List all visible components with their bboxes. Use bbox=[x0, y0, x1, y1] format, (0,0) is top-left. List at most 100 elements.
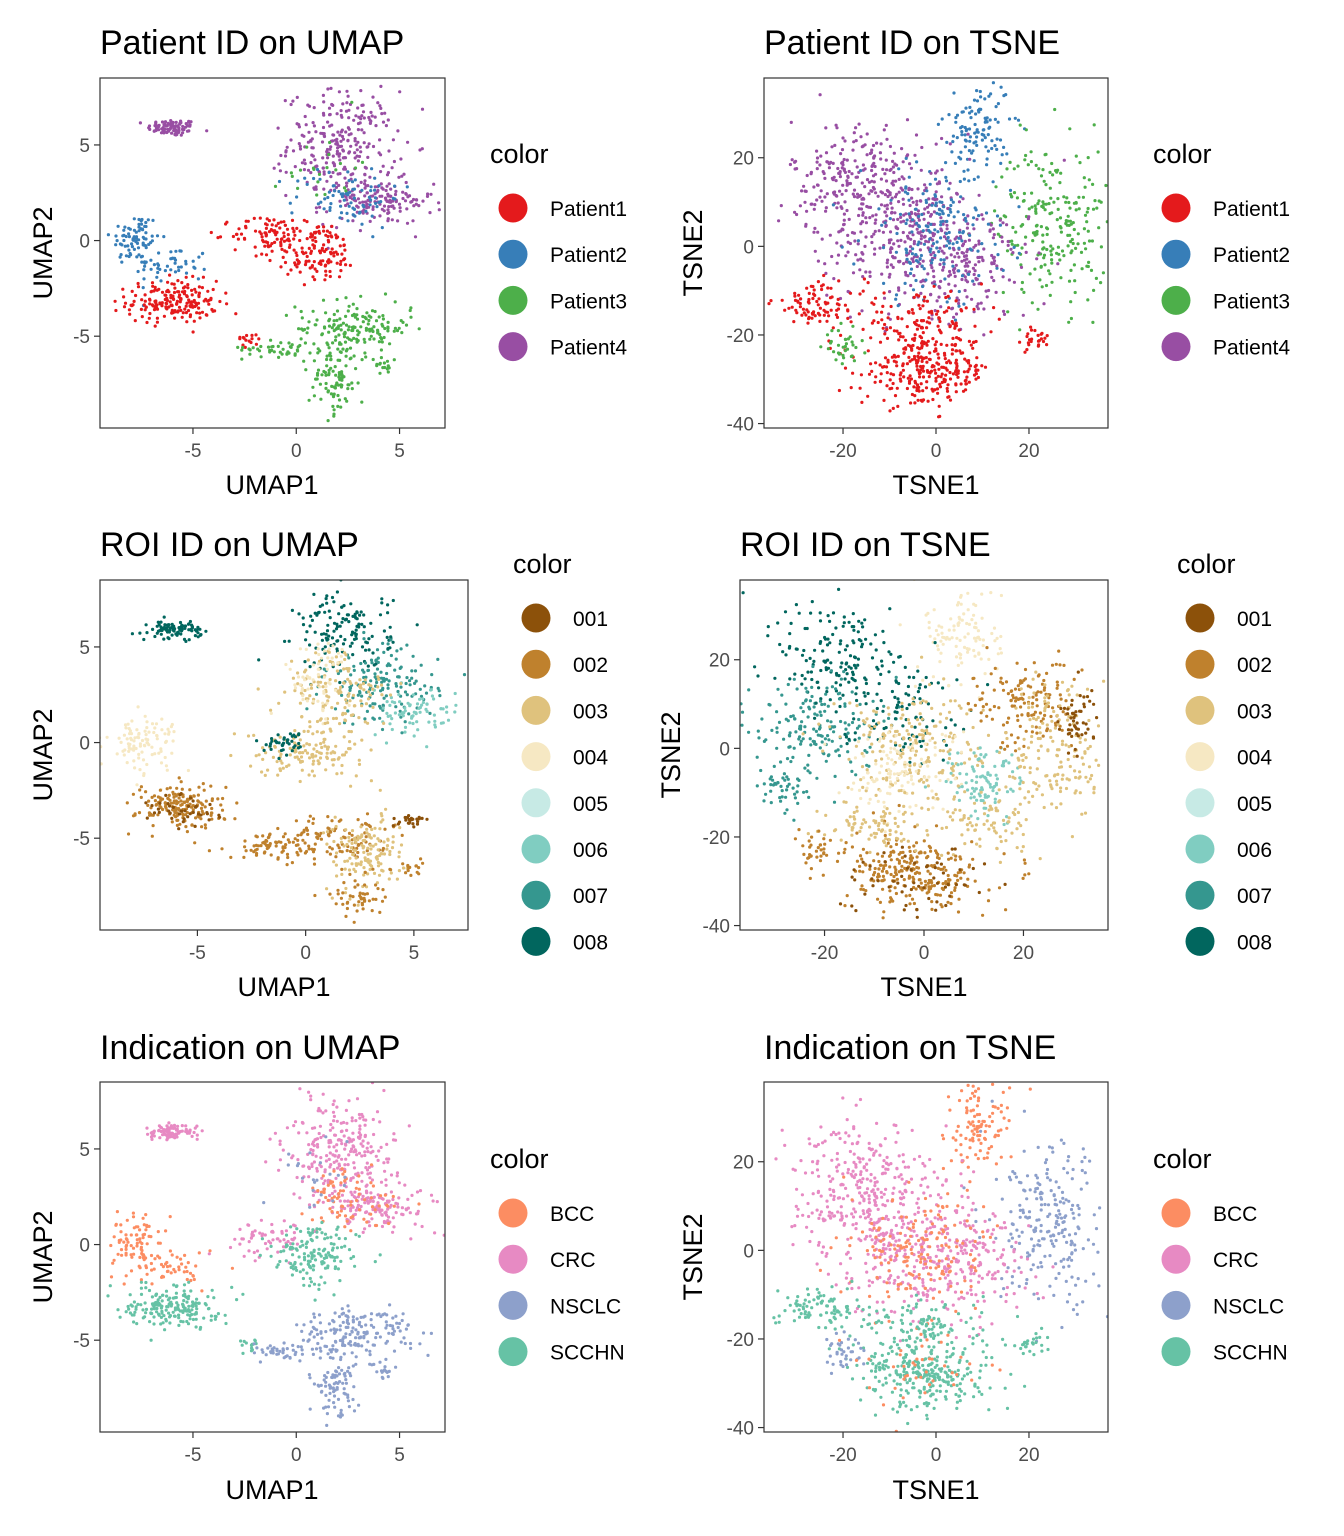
data-point bbox=[378, 716, 382, 720]
data-point bbox=[964, 106, 968, 110]
data-point bbox=[363, 351, 367, 355]
data-point bbox=[972, 159, 976, 163]
data-point bbox=[303, 678, 307, 682]
data-point bbox=[415, 817, 419, 821]
data-point bbox=[242, 855, 246, 860]
data-point bbox=[418, 148, 422, 152]
data-point bbox=[927, 203, 932, 207]
data-point bbox=[197, 291, 201, 295]
data-point bbox=[824, 271, 828, 275]
data-point bbox=[881, 304, 885, 308]
data-point bbox=[326, 156, 330, 160]
data-point bbox=[297, 125, 301, 129]
data-point bbox=[302, 158, 306, 162]
data-point bbox=[903, 291, 907, 295]
data-point bbox=[377, 315, 381, 319]
data-point bbox=[279, 341, 283, 345]
data-point bbox=[825, 192, 829, 196]
data-point bbox=[850, 172, 854, 176]
data-point bbox=[1017, 205, 1021, 209]
data-point bbox=[171, 625, 175, 629]
data-point bbox=[202, 788, 206, 792]
data-point bbox=[826, 286, 830, 290]
data-point bbox=[369, 748, 373, 752]
data-point bbox=[369, 119, 373, 123]
data-point bbox=[877, 207, 881, 211]
data-point bbox=[946, 294, 950, 298]
data-point bbox=[875, 141, 879, 145]
data-point bbox=[902, 177, 906, 181]
data-point bbox=[347, 656, 351, 660]
data-point bbox=[408, 721, 412, 725]
data-point bbox=[958, 656, 963, 660]
data-point bbox=[976, 629, 981, 633]
data-point bbox=[403, 706, 407, 710]
data-point bbox=[150, 753, 154, 757]
data-point bbox=[836, 166, 840, 171]
data-point bbox=[935, 240, 939, 244]
data-point bbox=[989, 92, 993, 96]
data-point bbox=[1121, 258, 1124, 261]
data-point bbox=[1007, 278, 1012, 282]
data-point bbox=[336, 892, 340, 896]
data-point bbox=[266, 345, 271, 349]
data-point bbox=[841, 345, 845, 349]
data-point bbox=[268, 258, 272, 263]
data-point bbox=[982, 247, 986, 251]
data-point bbox=[386, 686, 390, 690]
data-point bbox=[297, 142, 301, 146]
data-point bbox=[384, 124, 388, 128]
x-tick-label: 5 bbox=[394, 441, 405, 462]
data-point bbox=[187, 622, 191, 626]
data-point bbox=[308, 665, 312, 669]
data-point bbox=[406, 195, 410, 199]
data-point bbox=[130, 632, 134, 636]
data-point bbox=[1001, 275, 1005, 279]
legend-key bbox=[521, 695, 551, 725]
data-point bbox=[868, 274, 872, 278]
data-point bbox=[357, 900, 361, 904]
data-point bbox=[909, 377, 914, 381]
data-point bbox=[905, 118, 910, 122]
data-point bbox=[935, 312, 939, 316]
data-point bbox=[954, 382, 958, 386]
data-point bbox=[291, 840, 295, 844]
data-point bbox=[324, 684, 328, 689]
data-point bbox=[371, 651, 375, 655]
data-point bbox=[968, 105, 972, 109]
data-point bbox=[944, 179, 949, 183]
data-point bbox=[1043, 208, 1047, 212]
data-point bbox=[824, 209, 828, 213]
cluster-Patient1 bbox=[767, 273, 879, 330]
data-point bbox=[153, 288, 157, 292]
data-point bbox=[163, 732, 167, 736]
data-point bbox=[209, 784, 213, 788]
data-point bbox=[1077, 195, 1081, 199]
data-point bbox=[1025, 348, 1029, 352]
data-point bbox=[334, 185, 339, 189]
data-point bbox=[408, 308, 412, 313]
data-point bbox=[382, 650, 386, 655]
data-point bbox=[170, 622, 174, 627]
data-point bbox=[338, 376, 342, 380]
data-point bbox=[168, 811, 172, 815]
data-point bbox=[122, 233, 126, 237]
data-point bbox=[319, 680, 323, 684]
data-point bbox=[916, 260, 920, 264]
data-point bbox=[127, 727, 131, 731]
data-point bbox=[899, 220, 903, 224]
data-point bbox=[976, 375, 981, 380]
data-point bbox=[207, 302, 211, 306]
data-point bbox=[883, 322, 887, 327]
data-point bbox=[178, 620, 183, 625]
data-point bbox=[204, 297, 208, 301]
data-point bbox=[325, 229, 329, 233]
data-point bbox=[975, 217, 979, 221]
data-point bbox=[363, 661, 368, 665]
data-point bbox=[293, 165, 297, 169]
data-point bbox=[309, 138, 313, 143]
data-point bbox=[340, 620, 344, 624]
data-point bbox=[1028, 272, 1032, 276]
data-point bbox=[310, 755, 314, 759]
data-point bbox=[135, 783, 139, 787]
